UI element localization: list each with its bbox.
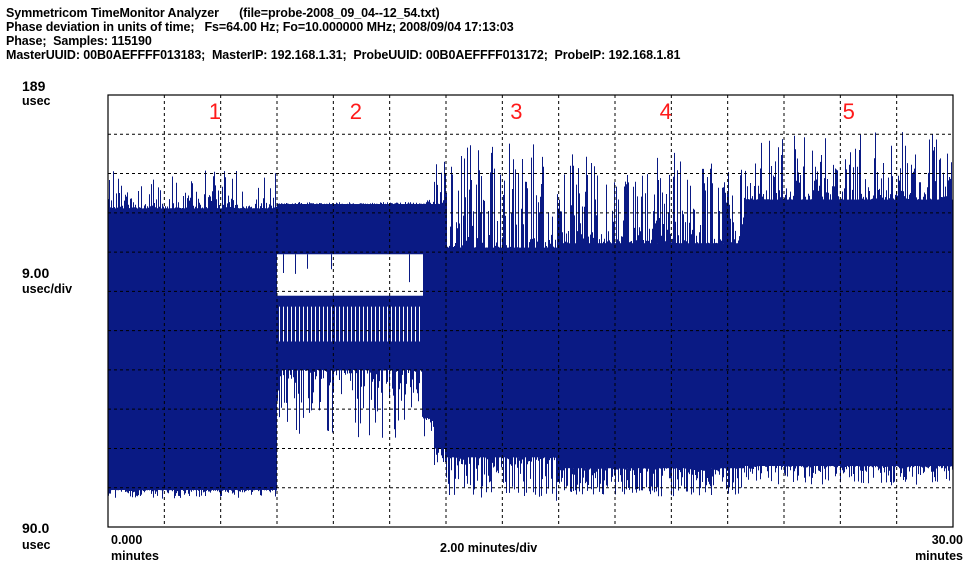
trace-envelope-4: [558, 152, 745, 497]
y-mid-value: 9.00: [22, 265, 50, 281]
trace-envelope-2c: [434, 161, 446, 462]
trace-spikes-2c: [434, 181, 444, 465]
x-right-unit: minutes: [915, 549, 963, 563]
x-left-unit: minutes: [111, 549, 159, 563]
header-line-2: Phase deviation in units of time; Fs=64.…: [6, 20, 514, 34]
y-bottom-value: 90.0: [22, 520, 50, 536]
trace-envelope-5: [744, 132, 953, 486]
trace-gap-2: [277, 254, 424, 296]
y-bottom-unit: usec: [22, 538, 51, 552]
grid-layer: [108, 95, 953, 527]
trace-comb-gaps: [279, 306, 420, 342]
segment-annotation-4: 4: [660, 99, 672, 124]
y-mid-unit: usec/div: [22, 282, 73, 296]
segment-annotation-5: 5: [843, 99, 855, 124]
trace-gap-fuzz: [283, 254, 410, 283]
segment-annotation-2: 2: [350, 99, 362, 124]
x-right-value: 30.00: [931, 533, 963, 547]
trace-spikes-4: [558, 157, 742, 496]
trace-envelope-2b: [423, 199, 435, 437]
header-line-4: MasterUUID: 00B0AEFFFF013183; MasterIP: …: [6, 48, 681, 62]
header-line-3: Phase; Samples: 115190: [6, 34, 152, 48]
trace-envelope-1: [108, 170, 277, 499]
x-mid-label: 2.00 minutes/div: [440, 541, 538, 555]
y-top-unit: usec: [22, 94, 51, 108]
y-top-value: 189: [22, 78, 46, 94]
segment-annotation-1: 1: [209, 99, 221, 124]
header-line-1: Symmetricom TimeMonitor Analyzer (file=p…: [6, 6, 440, 20]
annotation-layer: 1 2 3 4 5: [209, 99, 855, 124]
trace-layer: [108, 132, 953, 501]
x-left-value: 0.000: [111, 533, 143, 547]
plot-frame: [107, 94, 954, 528]
segment-annotation-3: 3: [510, 99, 522, 124]
